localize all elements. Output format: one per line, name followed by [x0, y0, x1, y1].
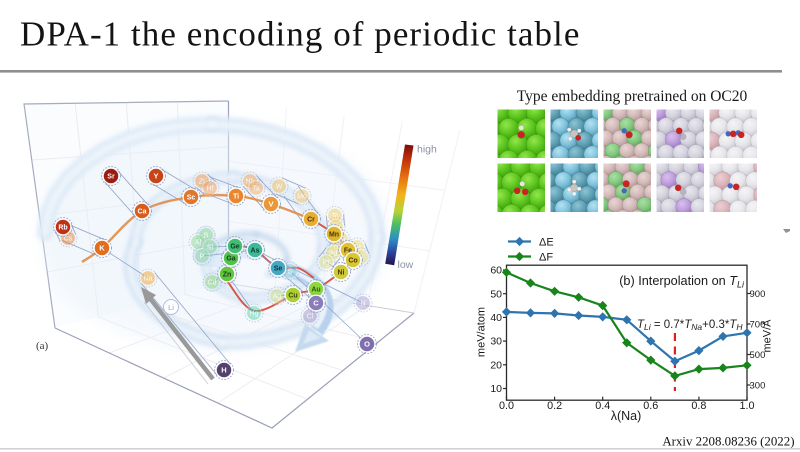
- svg-text:(b) Interpolation on TLi: (b) Interpolation on TLi: [619, 274, 745, 290]
- svg-text:V: V: [268, 200, 273, 209]
- svg-text:Hg: Hg: [250, 311, 259, 318]
- svg-text:DPA-1 the encoding of periodic: DPA-1 the encoding of periodic table: [20, 15, 580, 54]
- svg-text:C: C: [313, 299, 319, 308]
- svg-text:300: 300: [750, 381, 766, 392]
- svg-text:1.0: 1.0: [739, 400, 754, 412]
- svg-text:(a): (a): [36, 340, 49, 352]
- svg-text:Cs: Cs: [64, 236, 73, 243]
- svg-text:H: H: [221, 366, 226, 375]
- svg-text:Rh: Rh: [334, 246, 343, 253]
- svg-text:Pd: Pd: [329, 251, 338, 258]
- svg-text:0.8: 0.8: [691, 400, 706, 412]
- svg-text:0.0: 0.0: [499, 400, 514, 412]
- svg-text:low: low: [398, 259, 414, 271]
- svg-text:Co: Co: [348, 258, 357, 265]
- svg-text:60: 60: [490, 265, 502, 277]
- svg-text:Ca: Ca: [138, 209, 147, 216]
- svg-text:Ag: Ag: [273, 294, 282, 301]
- svg-text:20: 20: [490, 359, 502, 371]
- svg-text:Fe: Fe: [344, 248, 352, 255]
- svg-text:ΔE: ΔE: [539, 236, 554, 248]
- svg-text:meV/Å: meV/Å: [761, 319, 774, 353]
- svg-text:Ta: Ta: [252, 186, 260, 193]
- svg-text:W: W: [276, 184, 283, 191]
- svg-text:0.6: 0.6: [643, 400, 658, 412]
- svg-text:Na: Na: [144, 276, 153, 283]
- svg-text:Rb: Rb: [58, 225, 67, 232]
- svg-text:40: 40: [490, 312, 502, 324]
- svg-text:B: B: [204, 233, 209, 240]
- svg-text:Pt: Pt: [323, 260, 330, 267]
- svg-text:Li: Li: [168, 303, 174, 312]
- svg-text:Cr: Cr: [307, 217, 315, 224]
- svg-text:Zr: Zr: [199, 179, 206, 186]
- svg-text:Al: Al: [195, 240, 202, 247]
- svg-text:0.4: 0.4: [595, 400, 610, 412]
- svg-text:Sr: Sr: [107, 174, 115, 181]
- svg-text:Ni: Ni: [338, 270, 345, 277]
- svg-text:high: high: [417, 144, 437, 156]
- svg-text:0.2: 0.2: [547, 400, 562, 412]
- svg-text:Cd: Cd: [208, 280, 217, 287]
- svg-text:30: 30: [490, 336, 502, 348]
- svg-text:Tc: Tc: [332, 213, 340, 220]
- svg-text:N: N: [360, 301, 365, 308]
- svg-text:Ti: Ti: [233, 194, 239, 201]
- svg-text:Y: Y: [153, 172, 158, 181]
- svg-text:Os: Os: [353, 245, 362, 252]
- svg-text:500: 500: [750, 350, 766, 361]
- svg-text:Se: Se: [274, 266, 283, 273]
- svg-text:50: 50: [490, 288, 502, 300]
- svg-text:Cu: Cu: [288, 293, 297, 300]
- svg-text:S: S: [288, 269, 293, 276]
- svg-text:λ(Na): λ(Na): [611, 409, 642, 423]
- svg-text:meV/atom: meV/atom: [476, 307, 488, 357]
- svg-text:Ir: Ir: [359, 255, 364, 262]
- svg-text:Nb: Nb: [246, 179, 255, 186]
- svg-text:TLi = 0.7*TNa+0.3*TH: TLi = 0.7*TNa+0.3*TH: [637, 319, 743, 332]
- svg-text:Ge: Ge: [230, 244, 239, 251]
- svg-text:P: P: [200, 254, 205, 261]
- svg-text:Mo: Mo: [297, 194, 307, 201]
- svg-text:Mn: Mn: [329, 232, 339, 239]
- svg-text:Ga: Ga: [226, 256, 235, 263]
- svg-text:As: As: [251, 248, 260, 255]
- svg-text:ΔF: ΔF: [539, 251, 553, 263]
- svg-text:Hf: Hf: [207, 186, 214, 193]
- svg-text:Cl: Cl: [307, 314, 314, 321]
- svg-text:K: K: [99, 244, 105, 253]
- svg-text:Au: Au: [311, 287, 320, 294]
- svg-text:Arxiv 2208.08236 (2022): Arxiv 2208.08236 (2022): [662, 435, 794, 449]
- svg-text:Sc: Sc: [187, 195, 196, 202]
- svg-text:Zn: Zn: [223, 272, 232, 279]
- svg-text:900: 900: [750, 289, 766, 300]
- svg-text:O: O: [364, 340, 370, 349]
- svg-text:700: 700: [750, 320, 766, 331]
- svg-text:Type embedding pretrained on O: Type embedding pretrained on OC20: [517, 88, 748, 105]
- svg-text:10: 10: [490, 383, 502, 395]
- svg-text:Si: Si: [207, 245, 214, 252]
